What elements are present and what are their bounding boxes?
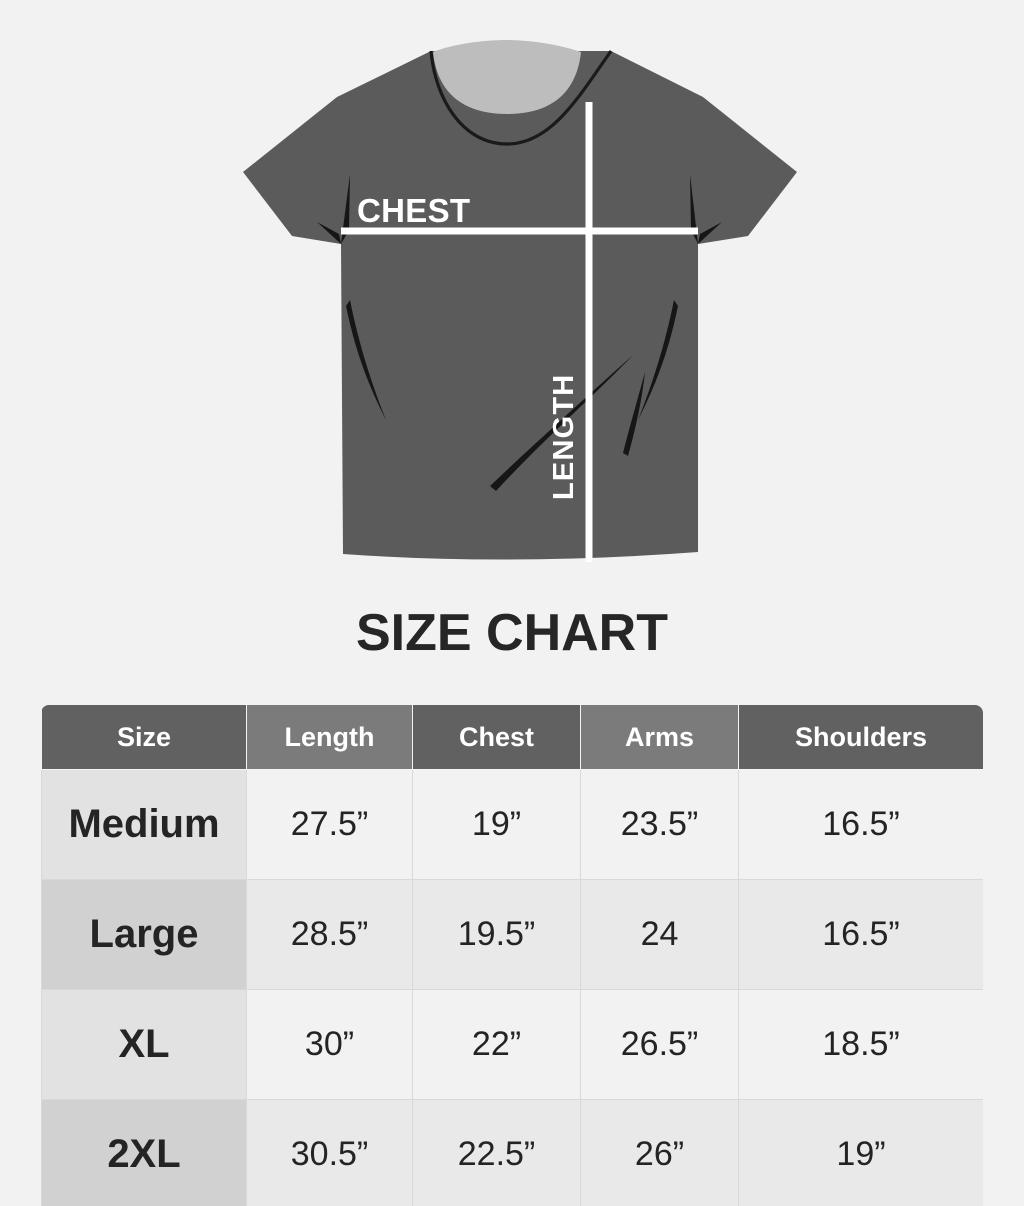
svg-text:LENGTH: LENGTH — [548, 374, 580, 500]
svg-text:CHEST: CHEST — [357, 192, 470, 229]
